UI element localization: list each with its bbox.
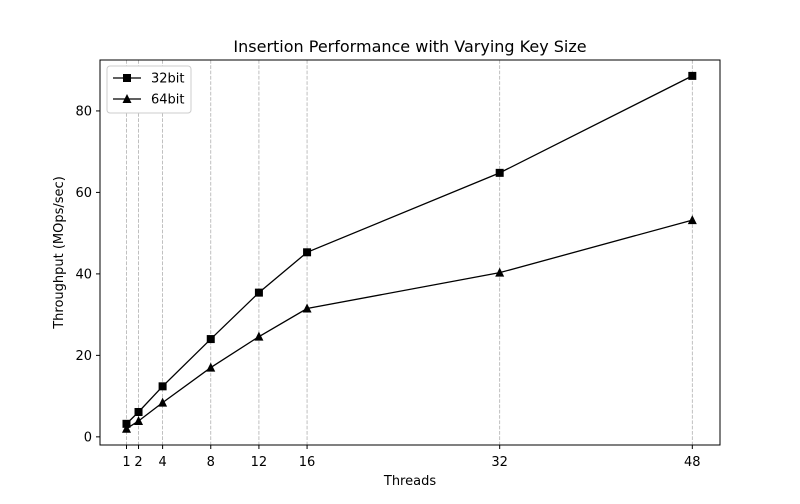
- data-point-square: [303, 248, 312, 257]
- x-tick-label: 1: [122, 455, 130, 470]
- series-32bit: [122, 71, 697, 428]
- chart-title: Insertion Performance with Varying Key S…: [233, 37, 586, 56]
- legend-square-marker: [123, 74, 131, 82]
- data-point-triangle: [158, 397, 168, 407]
- legend-label-32bit: 32bit: [151, 72, 185, 87]
- data-point-square: [688, 71, 697, 80]
- y-axis-ticks: 0 20 40 60 80: [75, 104, 100, 445]
- y-tick-label: 20: [75, 349, 92, 364]
- y-axis-label: Throughput (MOps/sec): [52, 176, 67, 330]
- series-64bit: [121, 215, 697, 433]
- data-point-triangle: [121, 423, 131, 433]
- data-point-triangle: [495, 267, 505, 277]
- x-tick-label: 48: [684, 455, 701, 470]
- data-point-triangle: [134, 415, 144, 425]
- x-tick-label: 4: [158, 455, 166, 470]
- legend-label-64bit: 64bit: [151, 93, 185, 108]
- data-point-triangle: [302, 303, 312, 313]
- x-tick-label: 12: [251, 455, 268, 470]
- plot-frame: [99, 59, 721, 446]
- y-tick-label: 80: [75, 104, 92, 119]
- x-tick-label: 32: [491, 455, 508, 470]
- data-point-square: [158, 382, 167, 391]
- legend-triangle-marker: [122, 94, 132, 103]
- x-tick-label: 2: [134, 455, 142, 470]
- x-tick-label: 16: [299, 455, 316, 470]
- data-point-triangle: [687, 215, 697, 225]
- series-line-64bit: [126, 219, 693, 430]
- x-tick-label: 8: [207, 455, 215, 470]
- data-point-triangle: [206, 362, 216, 372]
- y-tick-label: 0: [84, 430, 92, 445]
- data-point-square: [495, 168, 504, 177]
- x-axis-label: Threads: [383, 474, 436, 489]
- data-point-square: [254, 288, 263, 297]
- data-point-square: [206, 335, 215, 344]
- y-tick-label: 40: [75, 267, 92, 282]
- x-axis-ticks: 1 2 4 8 12 16 32 48: [122, 445, 701, 470]
- series-line-32bit: [126, 75, 693, 425]
- grid-layer: [126, 60, 693, 445]
- data-point-triangle: [254, 331, 264, 341]
- y-tick-label: 60: [75, 186, 92, 201]
- legend: 32bit 64bit: [106, 65, 192, 114]
- data-point-square: [134, 408, 143, 416]
- series-layer: [121, 71, 697, 433]
